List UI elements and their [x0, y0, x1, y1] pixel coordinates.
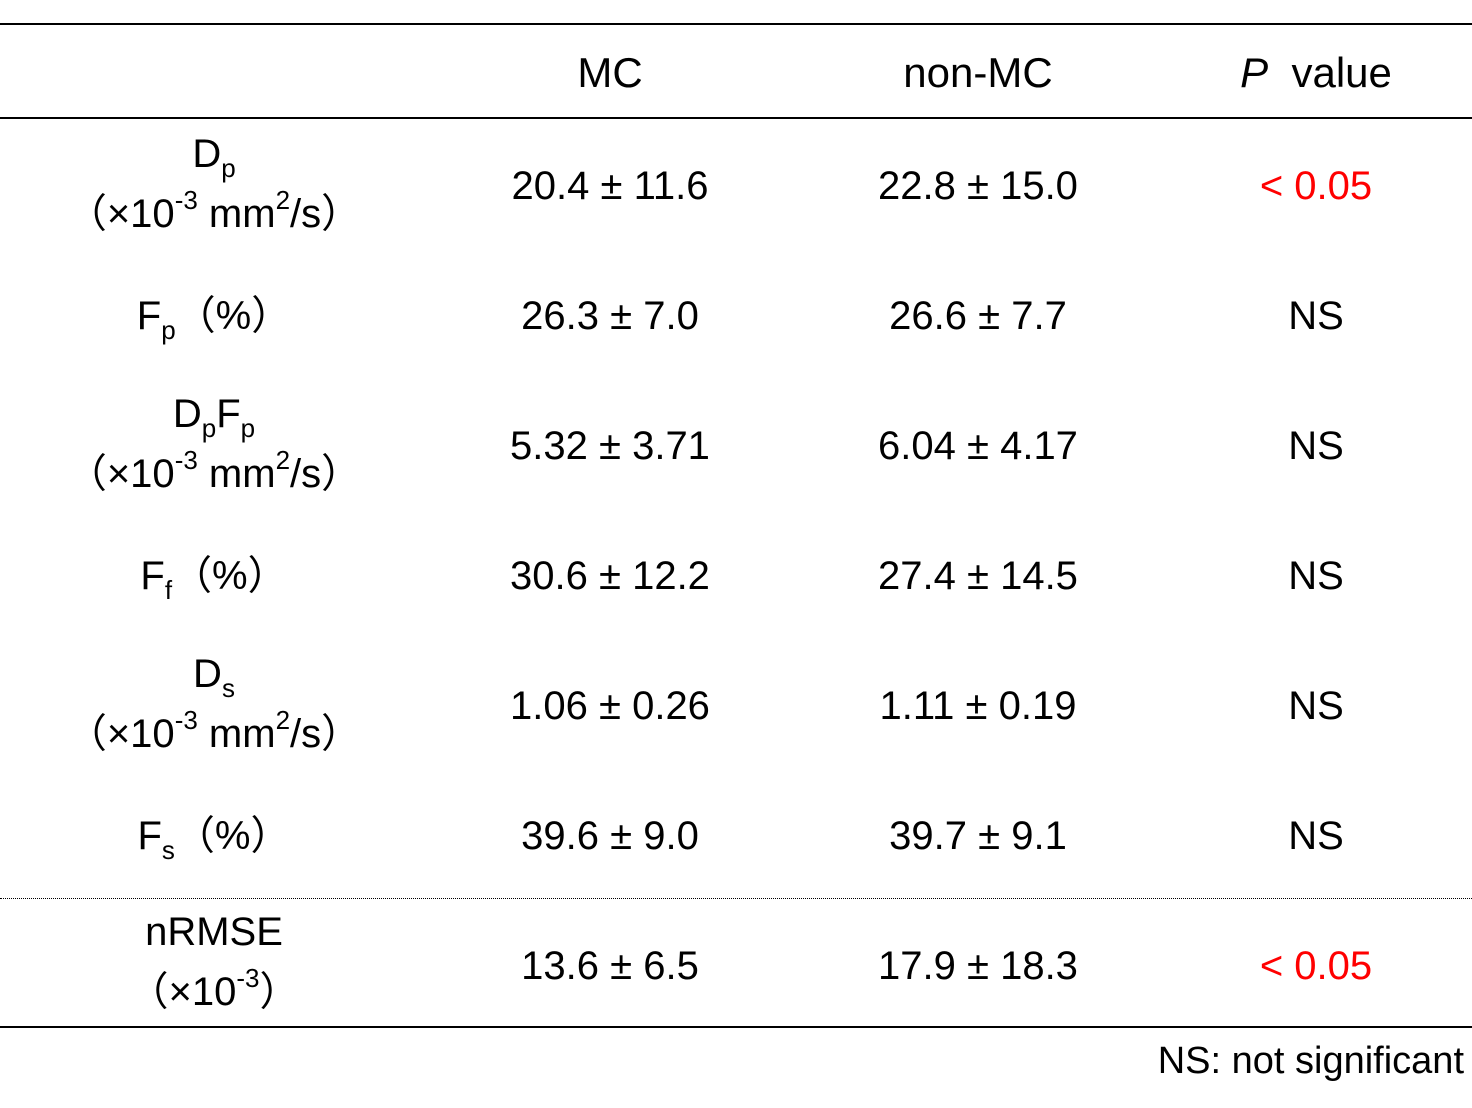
cell-p-dp: < 0.05 [1259, 164, 1373, 208]
header-p-letter: P [1240, 49, 1269, 96]
header-rule [0, 117, 1472, 119]
header-p-rest: value [1291, 49, 1392, 96]
row-label-ff: Ff（%） [140, 554, 288, 605]
header-p-value: P value [1116, 52, 1472, 94]
cell-mc-nrmse: 13.6 ± 6.5 [521, 944, 699, 988]
cell-p-fp: NS [1288, 294, 1344, 338]
cell-p-ds: NS [1288, 684, 1344, 728]
cell-non-mc-dp: 22.8 ± 15.0 [878, 164, 1078, 208]
cell-non-mc-fs: 39.7 ± 9.1 [889, 814, 1067, 858]
cell-mc-ff: 30.6 ± 12.2 [510, 554, 710, 598]
cell-mc-fs: 39.6 ± 9.0 [521, 814, 699, 858]
header-non-mc: non-MC [903, 49, 1053, 96]
cell-p-dpfp: NS [1288, 424, 1344, 468]
bottom-rule [0, 1026, 1472, 1028]
row-label-nrmse: nRMSE （×10-3） [128, 910, 300, 1014]
cell-p-nrmse: < 0.05 [1259, 944, 1373, 988]
cell-non-mc-ff: 27.4 ± 14.5 [878, 554, 1078, 598]
row-label-fs: Fs（%） [137, 814, 291, 865]
label-line-1: Dp [192, 132, 236, 183]
cell-mc-fp: 26.3 ± 7.0 [521, 294, 699, 338]
cell-mc-dp: 20.4 ± 11.6 [511, 164, 709, 208]
separator-rule [0, 898, 1472, 899]
cell-mc-ds: 1.06 ± 0.26 [510, 684, 710, 728]
header-mc: MC [577, 49, 643, 96]
top-rule [0, 23, 1472, 25]
footnote: NS: not significant [1157, 1040, 1464, 1082]
row-label-ds: Ds （×10-3 mm2/s） [66, 652, 362, 756]
cell-non-mc-nrmse: 17.9 ± 18.3 [878, 944, 1078, 988]
cell-non-mc-dpfp: 6.04 ± 4.17 [878, 424, 1078, 468]
row-label-fp: Fp（%） [136, 294, 292, 345]
cell-p-fs: NS [1288, 814, 1344, 858]
row-label-dpfp: DpFp （×10-3 mm2/s） [66, 392, 362, 496]
cell-mc-dpfp: 5.32 ± 3.71 [510, 424, 710, 468]
cell-p-ff: NS [1288, 554, 1344, 598]
label-line-2: （×10-3 mm2/s） [66, 185, 362, 236]
cell-non-mc-fp: 26.6 ± 7.7 [889, 294, 1067, 338]
cell-non-mc-ds: 1.11 ± 0.19 [879, 684, 1077, 728]
row-label-dp: Dp （×10-3 mm2/s） [4, 134, 424, 234]
